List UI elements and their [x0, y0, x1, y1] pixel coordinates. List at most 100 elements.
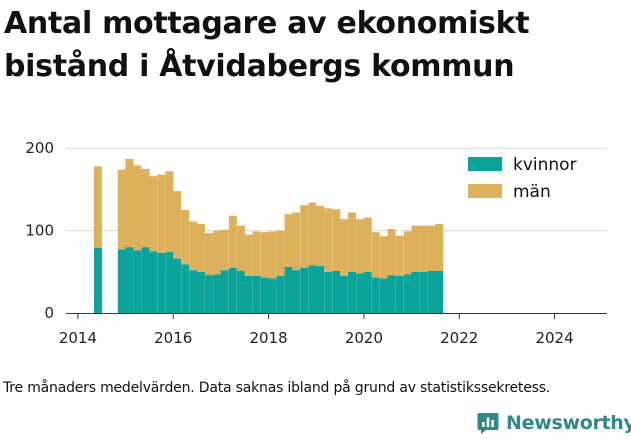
bar-man	[387, 228, 396, 276]
bar-man	[300, 205, 309, 268]
bar-man	[220, 229, 229, 271]
bars	[93, 158, 444, 313]
bar-man	[419, 225, 428, 272]
bar-kvinnor	[292, 270, 301, 313]
bar-kvinnor	[284, 266, 293, 313]
bar-man	[228, 215, 237, 268]
bar-kvinnor	[220, 270, 229, 313]
x-tick-label: 2016	[154, 329, 192, 347]
x-tick-label: 2024	[535, 329, 573, 347]
bar-man	[157, 174, 166, 253]
bar-kvinnor	[347, 271, 356, 313]
bar-kvinnor	[93, 247, 102, 313]
bar-man	[252, 231, 261, 276]
bar-kvinnor	[371, 277, 380, 313]
bar-man	[133, 165, 142, 251]
bar-man	[93, 166, 102, 248]
bar-kvinnor	[268, 278, 277, 313]
bar-kvinnor	[427, 270, 436, 313]
bar-man	[204, 233, 213, 276]
bar-man	[435, 224, 444, 271]
bar-man	[268, 231, 277, 279]
newsworthy-logo-icon	[477, 413, 499, 434]
legend: kvinnor män	[468, 155, 577, 202]
legend-swatch	[468, 184, 502, 198]
bar-man	[117, 169, 126, 250]
bar-man	[308, 202, 317, 266]
bar-kvinnor	[173, 258, 182, 313]
bar-kvinnor	[181, 264, 190, 313]
bar-man	[356, 219, 365, 274]
bar-kvinnor	[403, 274, 412, 313]
bar-man	[181, 210, 190, 265]
bar-kvinnor	[324, 271, 333, 313]
bar-kvinnor	[435, 270, 444, 313]
bar-man	[173, 191, 182, 259]
bar-man	[292, 212, 301, 271]
bar-man	[260, 232, 269, 278]
bar-kvinnor	[300, 267, 309, 313]
bar-kvinnor	[204, 275, 213, 313]
y-tick-label: 200	[25, 139, 54, 157]
bar-man	[284, 214, 293, 267]
bar-man	[141, 168, 150, 248]
bar-man	[196, 224, 205, 272]
bar-man	[244, 234, 253, 276]
bar-kvinnor	[379, 278, 388, 313]
y-tick-label: 100	[25, 222, 54, 240]
bar-man	[125, 158, 134, 248]
stacked-bar-chart: 0 100 200 2014 2016 2018 2020 2022 2024 kvinnor m…	[25, 139, 607, 347]
chart-caption: Tre månaders medelvärden. Data saknas ib…	[3, 380, 551, 396]
bar-kvinnor	[356, 273, 365, 313]
legend-swatch	[468, 157, 502, 171]
bar-kvinnor	[117, 249, 126, 313]
chart-title: Antal mottagare av ekonomiskt bistånd i …	[4, 6, 530, 84]
bar-kvinnor	[149, 251, 158, 313]
bar-man	[371, 232, 380, 278]
bar-kvinnor	[276, 275, 285, 313]
bar-kvinnor	[213, 274, 222, 313]
bar-kvinnor	[165, 252, 174, 313]
bar-man	[339, 219, 348, 276]
bar-man	[276, 230, 285, 276]
bar-kvinnor	[395, 275, 404, 313]
brand-name: Newsworthy	[506, 412, 631, 434]
bar-kvinnor	[260, 277, 269, 313]
bar-man	[324, 208, 333, 272]
bar-man	[379, 236, 388, 279]
bar-kvinnor	[316, 266, 325, 313]
bar-man	[149, 176, 158, 252]
bar-kvinnor	[339, 275, 348, 313]
bar-man	[363, 217, 372, 272]
brand-logo: Newsworthy	[476, 408, 631, 438]
legend-label: män	[513, 182, 551, 202]
bar-kvinnor	[363, 271, 372, 313]
bar-kvinnor	[133, 250, 142, 313]
legend-label: kvinnor	[513, 155, 577, 175]
x-tick-label: 2018	[249, 329, 287, 347]
bar-kvinnor	[236, 270, 245, 313]
bar-man	[395, 235, 404, 276]
x-tick-label: 2020	[345, 329, 383, 347]
bar-kvinnor	[252, 275, 261, 313]
bar-kvinnor	[244, 275, 253, 313]
bar-kvinnor	[332, 270, 341, 313]
bar-kvinnor	[419, 271, 428, 313]
bar-man	[332, 209, 341, 271]
bar-man	[165, 171, 174, 253]
bar-kvinnor	[411, 271, 420, 313]
x-tick-label: 2014	[59, 329, 97, 347]
bar-kvinnor	[125, 247, 134, 313]
bar-kvinnor	[157, 252, 166, 313]
bar-kvinnor	[308, 265, 317, 313]
bar-man	[213, 230, 222, 275]
bar-kvinnor	[189, 270, 198, 313]
bar-man	[236, 225, 245, 271]
bar-man	[189, 221, 198, 271]
bar-man	[427, 225, 436, 271]
axes: 0 100 200 2014 2016 2018 2020 2022 2024	[25, 139, 607, 347]
y-tick-label: 0	[44, 304, 54, 322]
bar-man	[411, 225, 420, 272]
x-tick-label: 2022	[440, 329, 478, 347]
bar-kvinnor	[387, 275, 396, 313]
